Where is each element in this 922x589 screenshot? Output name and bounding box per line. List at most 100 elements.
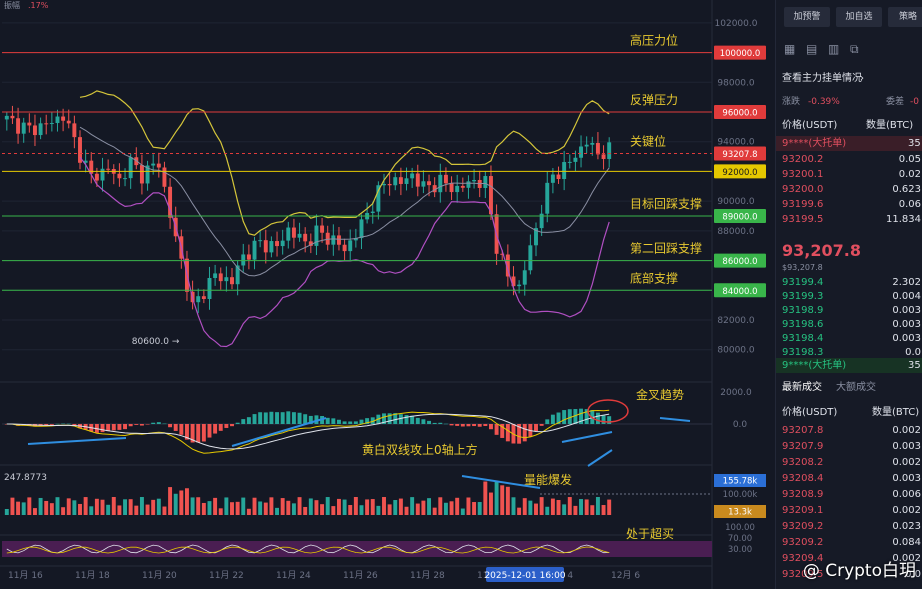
- change-label: 涨跌: [782, 97, 801, 107]
- volume-bar: [145, 504, 150, 515]
- candle-body: [320, 225, 325, 233]
- list-item[interactable]: 93200.2 0.05: [776, 152, 922, 167]
- macd-bar: [562, 410, 567, 424]
- row-price: 93200.0: [782, 184, 824, 195]
- candle-body: [353, 238, 358, 241]
- y-tick-label: 102000.0: [715, 19, 758, 29]
- layout-icon-4[interactable]: ⧉: [850, 42, 859, 56]
- volume-bar: [269, 497, 274, 515]
- level-tag: [714, 253, 766, 268]
- volume-bar: [567, 497, 572, 515]
- change-value: -0.39%: [808, 97, 840, 107]
- list-item[interactable]: 93209.5 0.0: [776, 567, 922, 582]
- candle-body: [314, 225, 319, 246]
- volume-bar: [55, 497, 60, 515]
- list-item[interactable]: 93207.8 0.002: [776, 423, 922, 438]
- volume-bar: [89, 506, 94, 515]
- list-item[interactable]: 93198.9 0.003: [776, 303, 922, 318]
- depth-link[interactable]: 查看主力挂单情况: [782, 73, 862, 84]
- layout-icon-2[interactable]: ▤: [806, 42, 818, 56]
- candle-body: [145, 165, 150, 184]
- volume-bar: [432, 507, 437, 515]
- big-ask-qty: 35: [908, 138, 921, 149]
- layout-icon-1[interactable]: ▦: [784, 42, 796, 56]
- list-item[interactable]: 93199.3 0.004: [776, 289, 922, 304]
- list-item[interactable]: 93198.6 0.003: [776, 317, 922, 332]
- volume-bar: [573, 505, 578, 515]
- candle-body: [545, 182, 550, 214]
- strategy-button[interactable]: 策略: [888, 7, 922, 27]
- list-item[interactable]: 93208.4 0.003: [776, 471, 922, 486]
- row-price: 93209.2: [782, 521, 824, 532]
- list-item[interactable]: 93208.2 0.002: [776, 455, 922, 470]
- volume-bar: [49, 503, 54, 515]
- macd-bar: [128, 424, 133, 427]
- volume-bar: [404, 506, 409, 515]
- tab-latest-trades[interactable]: 最新成交: [782, 382, 822, 393]
- row-qty: 11.834: [886, 214, 921, 225]
- candle-body: [89, 160, 94, 174]
- macd-bar: [106, 424, 111, 432]
- volume-bar: [72, 500, 77, 515]
- list-item[interactable]: 93200.1 0.02: [776, 167, 922, 182]
- candle-body: [483, 176, 488, 188]
- candle-body: [241, 254, 246, 266]
- macd-bar: [314, 415, 319, 424]
- list-item[interactable]: 93198.3 0.0: [776, 345, 922, 360]
- candle-body: [100, 168, 105, 181]
- macd-bar: [601, 415, 606, 424]
- macd-bar: [66, 423, 71, 425]
- add-alert-button[interactable]: 加预警: [784, 7, 830, 27]
- volume-bar: [438, 497, 443, 515]
- row-qty: 0.06: [898, 199, 921, 210]
- row-price: 93199.5: [782, 214, 824, 225]
- volume-peak-label: 155.78k: [723, 477, 758, 487]
- add-watchlist-button[interactable]: 加自选: [836, 7, 882, 27]
- level-price-label: 100000.0: [720, 49, 761, 59]
- macd-bar: [421, 419, 426, 424]
- candle-body: [325, 232, 330, 245]
- list-item[interactable]: 93207.9 0.003: [776, 439, 922, 454]
- macd-bar: [325, 417, 330, 424]
- list-item[interactable]: 93199.4 2.302: [776, 275, 922, 290]
- row-price: 93198.9: [782, 305, 824, 316]
- macd-bar: [550, 414, 555, 424]
- volume-bar: [190, 497, 195, 515]
- x-tick-label: 11月 28: [410, 570, 445, 581]
- diff-label: 委差: [886, 97, 905, 107]
- candle-body: [162, 167, 167, 187]
- price-chart[interactable]: 102000.0 100000.0 98000.0 96000.0 94000.0 920…: [0, 0, 775, 589]
- candle-body: [398, 177, 403, 184]
- chevron-right-icon: ›: [860, 73, 864, 84]
- list-item[interactable]: 93208.9 0.006: [776, 487, 922, 502]
- candle-body: [427, 181, 432, 186]
- list-item[interactable]: 93198.4 0.003: [776, 331, 922, 346]
- tab-large-trades[interactable]: 大额成交: [836, 382, 876, 393]
- list-item[interactable]: 93209.2 0.084: [776, 535, 922, 550]
- macd-bar: [500, 424, 505, 438]
- candle-body: [584, 144, 589, 147]
- macd-bar: [579, 408, 584, 424]
- volume-bar: [286, 500, 291, 515]
- volume-bar: [539, 497, 544, 515]
- x-tick-label: 12月 6: [611, 570, 640, 581]
- candle-body: [488, 176, 493, 215]
- row-qty: 0.0: [905, 569, 921, 580]
- list-item[interactable]: 93209.2 0.023: [776, 519, 922, 534]
- volume-bar: [230, 502, 234, 515]
- volume-bar: [100, 499, 105, 515]
- volume-bar: [545, 506, 550, 515]
- list-item[interactable]: 93200.0 0.623: [776, 182, 922, 197]
- volume-annotation: 量能爆发: [524, 472, 572, 487]
- list-item[interactable]: 93199.6 0.06: [776, 197, 922, 212]
- candle-body: [21, 122, 26, 134]
- layout-icon-3[interactable]: ▥: [828, 42, 840, 56]
- list-item[interactable]: 93209.1 0.002: [776, 503, 922, 518]
- candle-body: [224, 277, 229, 282]
- volume-bar: [393, 500, 398, 515]
- macd-bar: [117, 424, 122, 430]
- list-item[interactable]: 93199.5 11.834: [776, 212, 922, 227]
- candle-body: [517, 284, 522, 287]
- list-item[interactable]: 93209.4 0.002: [776, 551, 922, 566]
- row-price: 93199.3: [782, 291, 824, 302]
